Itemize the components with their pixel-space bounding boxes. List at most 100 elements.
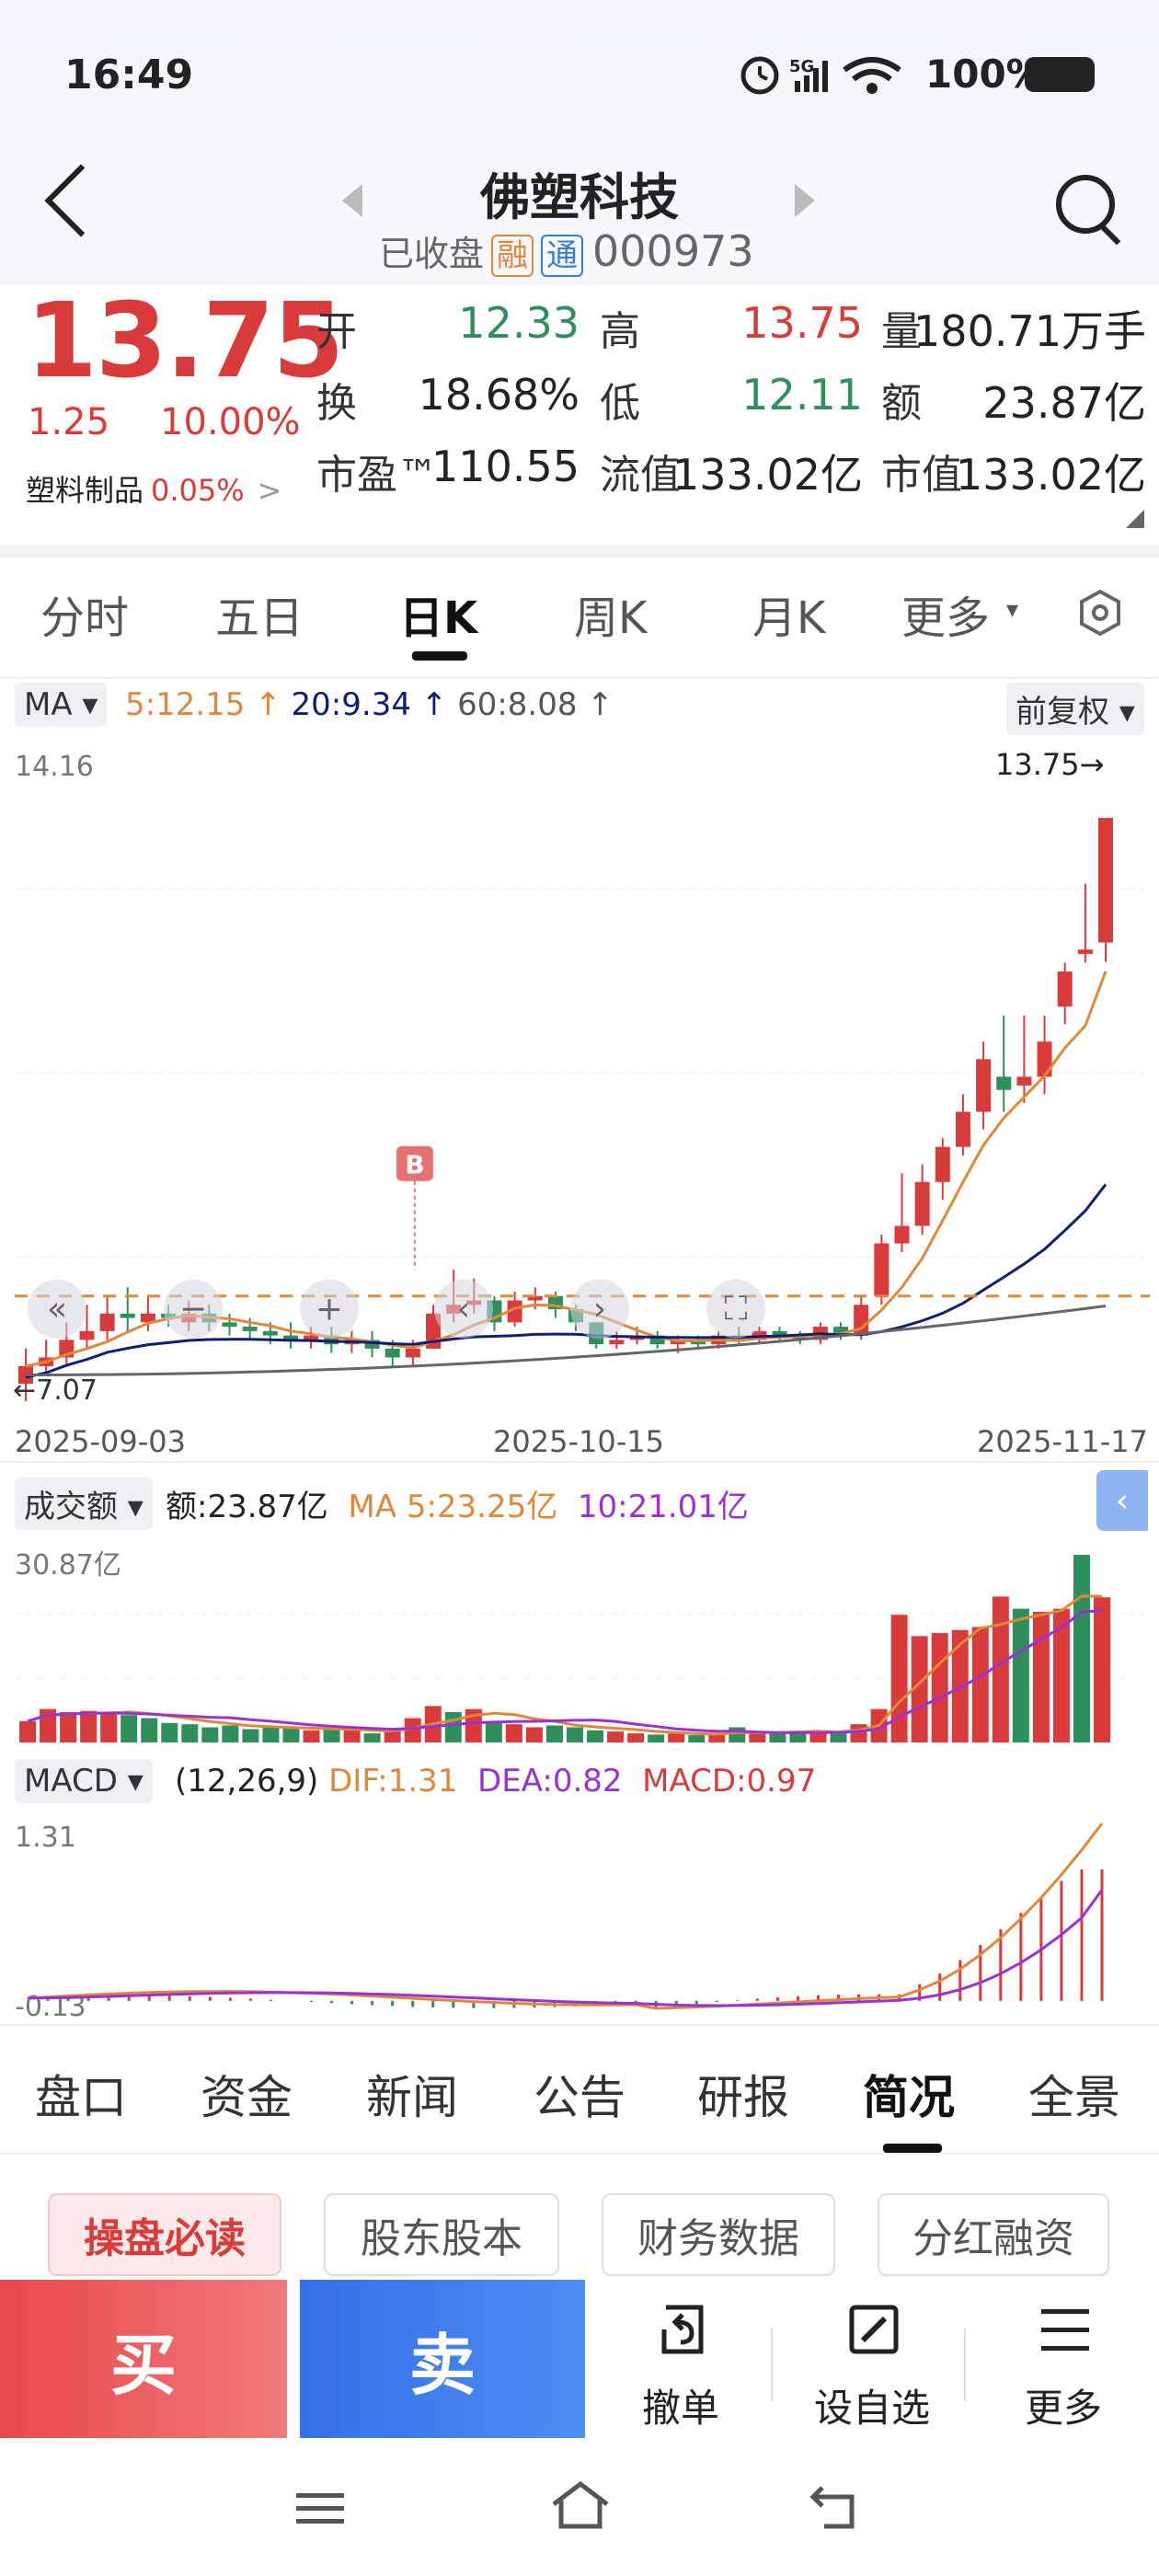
status-time: 16:49 (64, 52, 194, 98)
tab-info-1[interactable]: 资金 (201, 2071, 293, 2124)
sell-button[interactable]: 卖 (300, 2280, 585, 2438)
tab-info-2[interactable]: 新闻 (366, 2071, 458, 2124)
tab-info-6[interactable]: 全景 (1028, 2071, 1120, 2124)
network-label: 5G (789, 57, 814, 76)
adjust-selector[interactable]: 前复权 ▾ (1006, 683, 1144, 735)
quote-value: 133.02亿 (956, 450, 1146, 500)
volume-chart[interactable] (0, 1536, 1159, 1744)
tab-period-2[interactable]: 日K (399, 592, 478, 644)
volume-bar (181, 1724, 199, 1742)
buy-button[interactable]: 买 (0, 2280, 287, 2438)
tab-period-4[interactable]: 月K (752, 592, 826, 644)
dea-line (27, 1889, 1104, 2007)
stock-subtitle: 已收盘融通 000973 (379, 225, 754, 277)
volume-selector[interactable]: 成交额 ▾ (15, 1478, 153, 1530)
volume-ma5-line (27, 1594, 1103, 1736)
volume-bar (931, 1633, 948, 1742)
collapse-panel-icon[interactable]: ‹ (1096, 1470, 1148, 1531)
indicator-selector[interactable]: MA ▾ (15, 683, 108, 727)
system-nav-bar (0, 2438, 1159, 2576)
quote-value: 13.75 (741, 298, 863, 348)
volume-bar (1052, 1608, 1070, 1742)
step-back-icon: ‹ (434, 1279, 493, 1339)
volume-values: 额:23.87亿 MA 5:23.25亿 10:21.01亿 (166, 1481, 749, 1526)
step-forward-icon: › (570, 1279, 629, 1339)
separator (0, 1461, 1159, 1463)
tab-info-4[interactable]: 研报 (697, 2071, 789, 2124)
info-tab-indicator (883, 2144, 942, 2153)
ma20-value: 20:9.34 (291, 686, 411, 723)
volume-ma5: MA 5:23.25亿 (348, 1489, 558, 1525)
candle (874, 1234, 889, 1305)
back-nav-icon[interactable] (806, 2480, 865, 2532)
volume-bar (769, 1733, 786, 1742)
search-icon[interactable] (1056, 175, 1115, 234)
volume-bar (911, 1636, 928, 1742)
tab-info-0[interactable]: 盘口 (35, 2071, 127, 2124)
volume-bar (60, 1711, 77, 1742)
settings-icon[interactable] (1076, 589, 1124, 637)
recent-apps-icon[interactable] (293, 2486, 348, 2532)
volume-ma10: 10:21.01亿 (577, 1489, 749, 1525)
buy-marker-label: B (405, 1150, 424, 1180)
volume-bar (992, 1596, 1009, 1742)
price-change-pct: 10.00% (160, 401, 301, 443)
cancel-order-button[interactable]: 撤单 (598, 2282, 763, 2438)
candle (649, 1330, 665, 1349)
sector-link[interactable]: 塑料制品 0.05% > (26, 467, 281, 510)
kline-chart[interactable]: B « − + ‹ › ⛶ (0, 742, 1159, 1413)
ma20-line (25, 1183, 1107, 1379)
chip-3[interactable]: 分红融资 (878, 2193, 1109, 2276)
candle (18, 1348, 33, 1402)
chip-0[interactable]: 操盘必读 (48, 2193, 281, 2276)
volume-bar (303, 1730, 320, 1742)
tab-info-5[interactable]: 简况 (863, 2071, 955, 2124)
prev-stock-icon[interactable] (342, 184, 362, 217)
tab-info-3[interactable]: 公告 (534, 2071, 625, 2124)
quote-label: 市值 (881, 452, 962, 499)
tab-period-0[interactable]: 分时 (40, 592, 130, 644)
candle (1057, 962, 1073, 1025)
volume-bar (607, 1731, 625, 1742)
dif-line (27, 1823, 1104, 2010)
volume-bar (141, 1718, 158, 1742)
svg-text:›: › (593, 1291, 606, 1328)
tab-period-5[interactable]: 更多 (901, 592, 991, 644)
candle (935, 1138, 950, 1200)
macd-values: (12,26,9) DIF:1.31 DEA:0.82 MACD:0.97 (175, 1763, 816, 1800)
quote-label: 换 (316, 380, 357, 427)
quote-value: 180.71万手 (913, 306, 1146, 356)
chip-1[interactable]: 股东股本 (324, 2193, 559, 2276)
volume-amount: 额:23.87亿 (166, 1489, 328, 1525)
volume-bar (343, 1730, 361, 1742)
macd-chart[interactable] (0, 1818, 1159, 2022)
volume-bar (729, 1727, 746, 1742)
stock-name: 佛塑科技 (480, 168, 679, 226)
home-icon[interactable] (548, 2478, 613, 2534)
fullscreen-icon: ⛶ (706, 1279, 765, 1339)
candle (894, 1173, 910, 1253)
tab-period-3[interactable]: 周K (574, 592, 648, 644)
last-price: 13.75 (26, 282, 344, 401)
add-watchlist-button[interactable]: 设自选 (789, 2282, 955, 2438)
chip-2[interactable]: 财务数据 (602, 2193, 835, 2276)
macd-selector[interactable]: MACD ▾ (15, 1759, 153, 1803)
tab-period-1[interactable]: 五日 (215, 592, 304, 644)
date-end: 2025-11-17 (977, 1424, 1148, 1459)
divider (771, 2328, 773, 2401)
battery-icon (1025, 57, 1095, 92)
expand-corner-icon[interactable] (1124, 508, 1146, 530)
svg-text:−: − (179, 1291, 207, 1328)
volume-bar (749, 1733, 766, 1742)
macd-params: (12,26,9) (175, 1763, 319, 1800)
volume-bar (1073, 1555, 1090, 1742)
rewind-icon: « (28, 1279, 86, 1339)
divider (0, 545, 1159, 558)
undo-order-icon (661, 2305, 704, 2354)
volume-bar (789, 1731, 807, 1742)
svg-text:+: + (316, 1291, 343, 1328)
more-button[interactable]: 更多 (981, 2282, 1146, 2438)
next-stock-icon[interactable] (795, 184, 815, 217)
quote-value: 133.02亿 (672, 450, 863, 500)
volume-bar (567, 1727, 584, 1742)
